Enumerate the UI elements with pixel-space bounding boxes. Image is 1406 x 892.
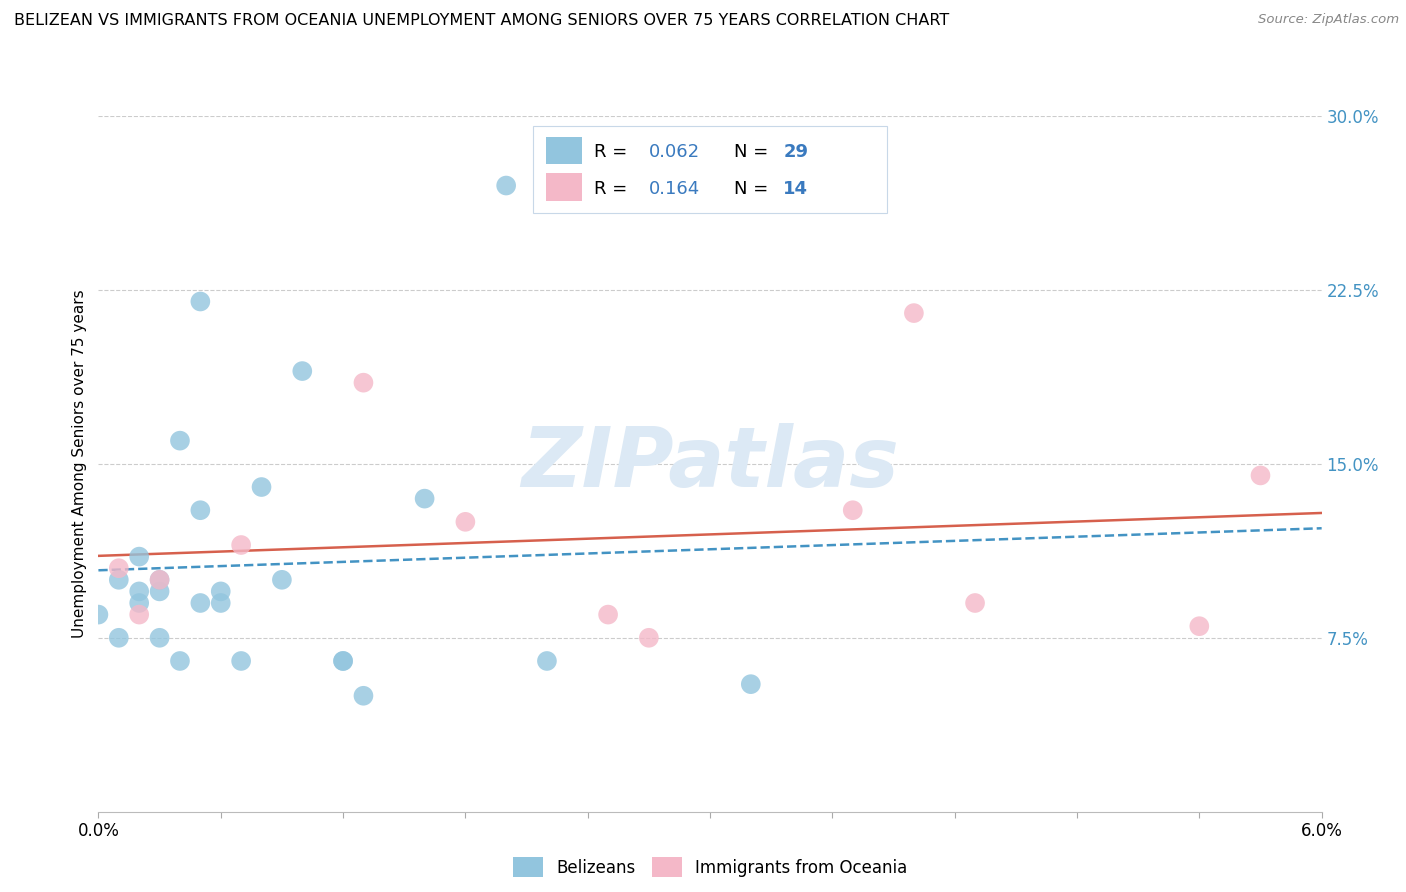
- Point: [270, 573, 292, 587]
- Point: [128, 607, 150, 622]
- Point: [332, 654, 354, 668]
- Text: 0.164: 0.164: [650, 180, 700, 198]
- Point: [128, 549, 150, 564]
- Point: [740, 677, 762, 691]
- Point: [598, 607, 620, 622]
- Point: [536, 654, 558, 668]
- Point: [495, 178, 517, 193]
- Point: [108, 573, 131, 587]
- Point: [149, 631, 172, 645]
- Point: [454, 515, 477, 529]
- Point: [413, 491, 436, 506]
- Point: [209, 584, 232, 599]
- Point: [352, 689, 374, 703]
- Point: [1188, 619, 1211, 633]
- Point: [108, 631, 131, 645]
- Point: [108, 561, 131, 575]
- Point: [169, 434, 191, 448]
- FancyBboxPatch shape: [546, 174, 582, 201]
- Point: [169, 654, 191, 668]
- Text: R =: R =: [593, 143, 627, 161]
- Text: 14: 14: [783, 180, 808, 198]
- Point: [149, 573, 172, 587]
- FancyBboxPatch shape: [546, 136, 582, 164]
- Text: Source: ZipAtlas.com: Source: ZipAtlas.com: [1258, 13, 1399, 27]
- Point: [231, 538, 253, 552]
- Point: [149, 573, 172, 587]
- Point: [188, 503, 212, 517]
- Point: [637, 631, 661, 645]
- Legend: Belizeans, Immigrants from Oceania: Belizeans, Immigrants from Oceania: [506, 851, 914, 883]
- Point: [188, 596, 212, 610]
- Point: [291, 364, 314, 378]
- Point: [250, 480, 273, 494]
- Point: [903, 306, 925, 320]
- Point: [209, 596, 232, 610]
- Text: BELIZEAN VS IMMIGRANTS FROM OCEANIA UNEMPLOYMENT AMONG SENIORS OVER 75 YEARS COR: BELIZEAN VS IMMIGRANTS FROM OCEANIA UNEM…: [14, 13, 949, 29]
- Point: [128, 584, 150, 599]
- Y-axis label: Unemployment Among Seniors over 75 years: Unemployment Among Seniors over 75 years: [72, 290, 87, 638]
- Point: [352, 376, 374, 390]
- Point: [87, 607, 110, 622]
- Point: [1249, 468, 1271, 483]
- Text: 0.062: 0.062: [650, 143, 700, 161]
- Text: R =: R =: [593, 180, 627, 198]
- Text: 29: 29: [783, 143, 808, 161]
- Text: N =: N =: [734, 143, 769, 161]
- Text: ZIPatlas: ZIPatlas: [522, 424, 898, 504]
- Point: [188, 294, 212, 309]
- Point: [149, 584, 172, 599]
- FancyBboxPatch shape: [533, 127, 887, 213]
- Point: [231, 654, 253, 668]
- Point: [128, 596, 150, 610]
- Point: [963, 596, 986, 610]
- Text: N =: N =: [734, 180, 769, 198]
- Point: [841, 503, 863, 517]
- Point: [332, 654, 354, 668]
